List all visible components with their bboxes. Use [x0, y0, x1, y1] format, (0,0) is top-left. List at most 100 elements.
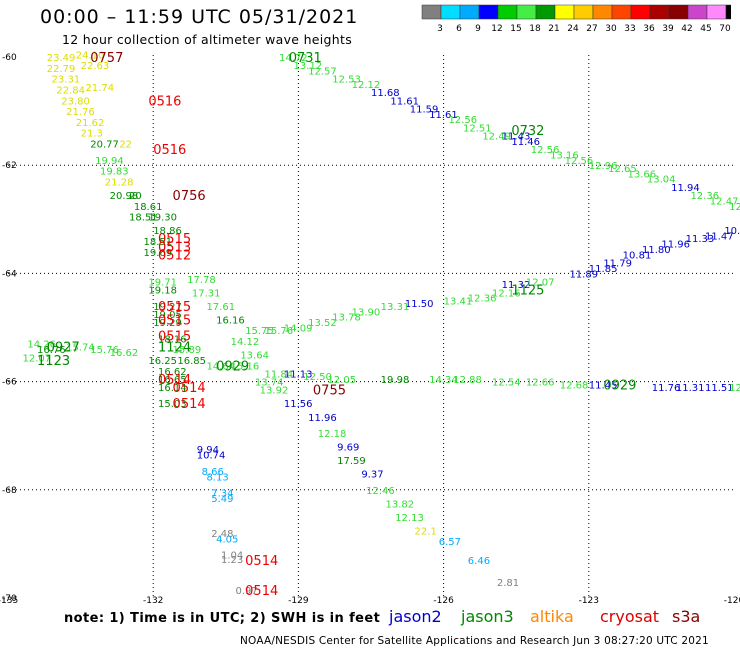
legend-swatch [725, 4, 731, 20]
wave-height-value: 10.46 [724, 226, 740, 237]
legend-label: 24 [567, 24, 579, 34]
wave-height-value: 12.66 [526, 378, 555, 389]
wave-height-value: 2.81 [497, 578, 519, 589]
wave-height-value: 11.61 [390, 96, 419, 107]
wave-height-value: 12.56 [448, 115, 477, 126]
pass-time-label: 1124 [158, 340, 191, 355]
wave-height-value: 11.68 [371, 88, 400, 99]
credit-line: NOAA/NESDIS Center for Satellite Applica… [240, 635, 709, 647]
x-tick-label: -129 [288, 596, 309, 605]
wave-height-value: 11.47 [705, 232, 734, 243]
wave-height-value: 19.18 [148, 286, 177, 297]
wave-height-value: 9.37 [361, 470, 383, 481]
wave-height-value: 21.62 [76, 118, 105, 129]
wave-height-value: 12.68 [560, 380, 589, 391]
y-tick-label: -62 [2, 161, 17, 171]
legend-label: 3 [437, 24, 443, 34]
wave-height-value: 12.07 [526, 278, 555, 289]
pass-time-label: 0512 [158, 248, 191, 263]
wave-height-value: 14.09 [284, 324, 313, 335]
x-tick-label: -132 [143, 596, 163, 605]
wave-height-value: 12.36 [690, 191, 719, 202]
wave-height-value: 19.98 [381, 375, 410, 386]
wave-height-value: 1.04 [221, 551, 243, 562]
wave-height-value: 14.72 [279, 53, 308, 64]
y-tick-label: -60 [2, 53, 17, 63]
wave-height-value: 17.78 [187, 275, 216, 286]
wave-height-map: -135 -132 -129 -126 -123 -120 -60 -62 -64 -66 -68 -… [0, 50, 740, 605]
wave-height-value: 6.57 [439, 537, 461, 548]
wave-height-value: 18.51 [144, 237, 173, 248]
wave-height-value: 17.31 [192, 288, 221, 299]
wave-height-value: 11.96 [661, 240, 690, 251]
wave-height-value: 18.86 [153, 226, 182, 237]
wave-height-value: 11.84 [265, 369, 294, 380]
wave-height-value: 8.13 [206, 472, 228, 483]
wave-height-value: 15.03 [158, 399, 187, 410]
wave-height-value: 10.74 [197, 451, 226, 462]
wave-height-value: 22.63 [81, 61, 110, 72]
wave-height-value: 20 [129, 191, 142, 202]
pass-time-label: 0514 [173, 397, 206, 412]
wave-height-value: 7.34 [211, 489, 233, 500]
wave-height-value: 13.66 [628, 169, 657, 180]
wave-height-value: 16.25 [148, 356, 177, 367]
x-tick-label: -123 [579, 596, 599, 605]
x-tick-label: -120 [724, 596, 740, 605]
wave-height-value: 6.46 [468, 556, 490, 567]
wave-height-value: 15.75 [245, 326, 274, 337]
wave-height-value: 11.50 [405, 299, 434, 310]
x-tick-label: -126 [433, 596, 454, 605]
pass-time-label: 0514 [245, 584, 278, 599]
pass-time-label: 0929 [603, 378, 636, 393]
y-tick-label: -64 [2, 269, 17, 279]
wave-height-value: 13.04 [647, 175, 676, 186]
wave-height-value: 12.88 [453, 375, 482, 386]
footer-note: note: 1) Time is in UTC; 2) SWH is in fe… [64, 611, 381, 626]
wave-height-value: 11.56 [284, 399, 313, 410]
wave-height-value: 11.89 [569, 269, 598, 280]
pass-time-label: 0755 [313, 384, 346, 399]
pass-time-label: 0731 [289, 51, 322, 66]
legend-label: 15 [510, 24, 521, 34]
wave-height-value: 14.34 [429, 375, 458, 386]
wave-height-value: 12.47 [710, 196, 739, 207]
wave-height-value: 13.92 [260, 386, 289, 397]
wave-height-value: 20.98 [110, 191, 139, 202]
wave-height-value: 12.13 [395, 513, 424, 524]
wave-height-value: 11.43 [502, 131, 531, 142]
wave-height-value: 4.05 [216, 534, 238, 545]
wave-height-value: 11.31 [676, 383, 705, 394]
wave-height-value: 18.61 [134, 202, 163, 213]
wave-height-value: 12.51 [463, 123, 492, 134]
wave-height-value: 11.79 [603, 259, 632, 270]
wave-height-value: 16.62 [110, 348, 139, 359]
y-tick-label: -66 [2, 378, 17, 388]
wave-height-value: 12.57 [308, 67, 337, 78]
wave-height-value: 21.76 [66, 107, 95, 118]
wave-height-value: 12.16 [492, 288, 521, 299]
wave-height-value: 12.52 [729, 383, 740, 394]
wave-height-value: 15.89 [173, 345, 202, 356]
wave-height-value: 13.90 [352, 307, 381, 318]
wave-height-value: 21.74 [85, 83, 114, 94]
wave-height-value: 1.23 [221, 555, 243, 566]
wave-height-value: 23.49 [47, 53, 76, 64]
wave-height-value: 17.61 [206, 302, 235, 313]
wave-height-value: 19.69 [144, 248, 173, 259]
pass-time-label: 0732 [511, 124, 544, 139]
pass-time-label: 0929 [216, 359, 249, 374]
wave-height-value: 12.96 [589, 161, 618, 172]
wave-height-value: 11.94 [671, 183, 700, 194]
wave-height-value: 11.85 [589, 264, 618, 275]
wave-height-value: 15.16 [231, 361, 260, 372]
wave-height-value: 12.56 [531, 145, 560, 156]
wave-height-value: 16.65 [158, 375, 187, 386]
legend-label: 6 [456, 24, 462, 34]
wave-height-value: 11.33 [686, 234, 715, 245]
chart-subtitle: 12 hour collection of altimeter wave hei… [62, 32, 353, 47]
wave-height-value: 13.74 [255, 378, 284, 389]
satellite-legend-cryosat: cryosat [600, 607, 660, 626]
wave-height-value: 11.45 [589, 380, 618, 391]
